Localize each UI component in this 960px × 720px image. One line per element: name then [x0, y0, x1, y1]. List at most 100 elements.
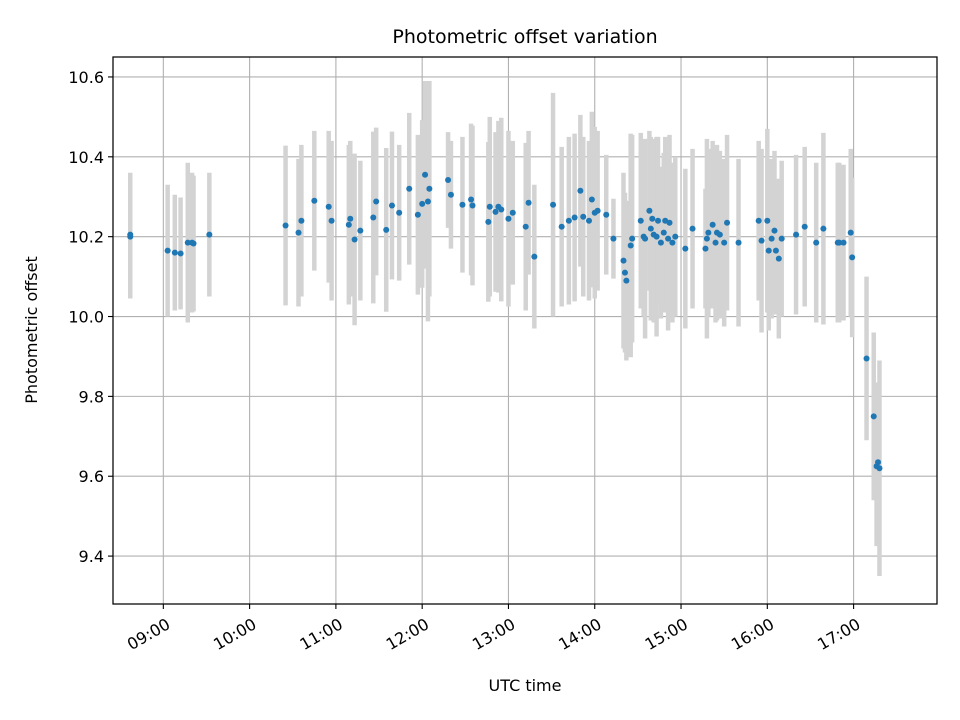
data-point [665, 235, 672, 242]
data-point [419, 200, 426, 207]
data-point [703, 235, 710, 242]
data-point [849, 254, 856, 261]
data-point [764, 217, 771, 224]
data-point [328, 217, 335, 224]
data-point [351, 236, 358, 243]
data-point [627, 242, 634, 249]
data-point [765, 247, 772, 254]
data-point [347, 215, 354, 222]
data-point [414, 211, 421, 218]
data-point [603, 211, 610, 218]
data-point [647, 225, 654, 232]
data-point [525, 199, 532, 206]
data-point [127, 231, 134, 238]
data-point [345, 221, 352, 228]
data-point [445, 176, 452, 183]
data-point [847, 229, 854, 236]
data-point [793, 231, 800, 238]
data-point [492, 208, 499, 215]
y-tick-label: 9.6 [79, 467, 104, 486]
data-point [558, 223, 565, 230]
data-point [629, 235, 636, 242]
data-point [716, 231, 723, 238]
data-point [637, 217, 644, 224]
data-point [588, 196, 595, 203]
data-point [298, 217, 305, 224]
data-point [672, 233, 679, 240]
y-axis: 9.4 9.6 9.8 10.0 10.2 10.4 10.6 [68, 68, 113, 566]
data-point [177, 250, 184, 257]
data-point [712, 239, 719, 246]
data-point [724, 219, 731, 226]
data-point [509, 209, 516, 216]
data-point [820, 225, 827, 232]
data-point [876, 465, 883, 472]
data-point [705, 229, 712, 236]
data-point [778, 235, 785, 242]
data-point [666, 219, 673, 226]
data-point [735, 239, 742, 246]
data-point [702, 245, 709, 252]
data-point [863, 355, 870, 362]
data-point [768, 235, 775, 242]
data-point [459, 201, 466, 208]
data-point [580, 213, 587, 220]
y-tick-label: 9.8 [79, 387, 104, 406]
data-point [550, 201, 557, 208]
data-point [357, 227, 364, 234]
data-point [469, 202, 476, 209]
data-points [127, 171, 883, 472]
data-point [295, 229, 302, 236]
data-point [571, 214, 578, 221]
data-point [653, 233, 660, 240]
data-point [565, 217, 572, 224]
data-point [189, 239, 196, 246]
data-point [585, 217, 592, 224]
data-point [370, 214, 377, 221]
data-point [870, 413, 877, 420]
data-point [771, 227, 778, 234]
data-point [689, 225, 696, 232]
y-tick-label: 10.2 [68, 228, 104, 247]
y-axis-label: Photometric offset [22, 256, 41, 404]
data-point [655, 217, 662, 224]
data-point [813, 239, 820, 246]
y-tick-label: 10.6 [68, 68, 104, 87]
data-point [447, 191, 454, 198]
data-point [164, 247, 171, 254]
data-point [801, 223, 808, 230]
data-point [522, 223, 529, 230]
data-point [531, 253, 538, 260]
data-point [171, 249, 178, 256]
data-point [660, 229, 667, 236]
data-point [383, 226, 390, 233]
data-point [721, 239, 728, 246]
y-tick-label: 10.4 [68, 148, 104, 167]
data-point [396, 209, 403, 216]
data-point [709, 221, 716, 228]
data-point [646, 207, 653, 214]
data-point [485, 218, 492, 225]
data-point [755, 217, 762, 224]
y-tick-label: 9.4 [79, 547, 104, 566]
data-point [649, 215, 656, 222]
x-axis-label: UTC time [489, 676, 562, 695]
data-point [422, 171, 429, 178]
data-point [875, 459, 882, 466]
data-point [282, 222, 289, 229]
data-point [772, 247, 779, 254]
data-point [577, 187, 584, 194]
data-point [620, 257, 627, 264]
data-point [621, 269, 628, 276]
data-point [486, 203, 493, 210]
y-tick-label: 10.0 [68, 308, 104, 327]
data-point [424, 198, 431, 205]
data-point [206, 231, 213, 238]
data-point [775, 255, 782, 262]
data-point [840, 239, 847, 246]
data-point [669, 239, 676, 246]
data-point [426, 185, 433, 192]
data-point [610, 235, 617, 242]
